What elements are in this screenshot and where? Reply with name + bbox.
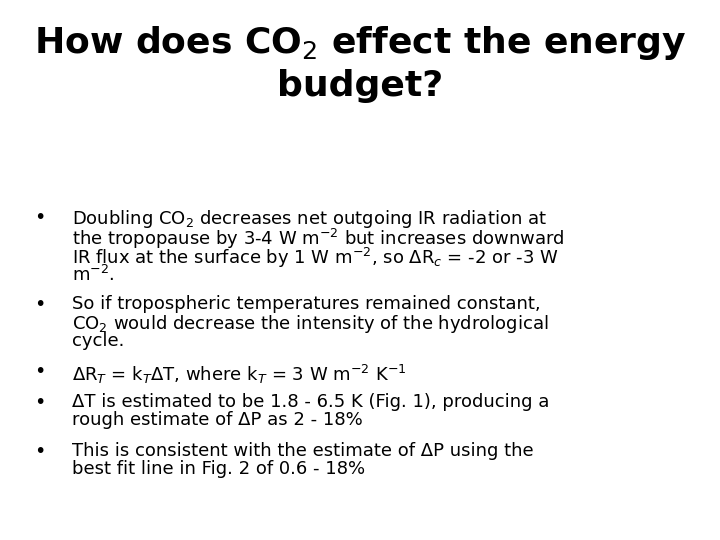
Text: •: •: [34, 295, 45, 314]
Text: So if tropospheric temperatures remained constant,: So if tropospheric temperatures remained…: [72, 295, 541, 313]
Text: the tropopause by 3-4 W m$^{-2}$ but increases downward: the tropopause by 3-4 W m$^{-2}$ but inc…: [72, 227, 564, 251]
Text: •: •: [34, 208, 45, 227]
Text: m$^{-2}$.: m$^{-2}$.: [72, 265, 114, 285]
Text: •: •: [34, 442, 45, 461]
Text: cycle.: cycle.: [72, 332, 125, 350]
Text: rough estimate of ΔP as 2 - 18%: rough estimate of ΔP as 2 - 18%: [72, 411, 363, 429]
Text: This is consistent with the estimate of ΔP using the: This is consistent with the estimate of …: [72, 442, 534, 460]
Text: ΔT is estimated to be 1.8 - 6.5 K (Fig. 1), producing a: ΔT is estimated to be 1.8 - 6.5 K (Fig. …: [72, 393, 549, 410]
Text: best fit line in Fig. 2 of 0.6 - 18%: best fit line in Fig. 2 of 0.6 - 18%: [72, 461, 365, 478]
Text: •: •: [34, 393, 45, 411]
Text: ΔR$_T$ = k$_T$ΔT, where k$_T$ = 3 W m$^{-2}$ K$^{-1}$: ΔR$_T$ = k$_T$ΔT, where k$_T$ = 3 W m$^{…: [72, 362, 407, 386]
Text: •: •: [34, 362, 45, 381]
Text: CO$_2$ would decrease the intensity of the hydrological: CO$_2$ would decrease the intensity of t…: [72, 313, 549, 335]
Text: IR flux at the surface by 1 W m$^{-2}$, so ΔR$_c$ = -2 or -3 W: IR flux at the surface by 1 W m$^{-2}$, …: [72, 246, 559, 269]
Text: How does CO$_2$ effect the energy
budget?: How does CO$_2$ effect the energy budget…: [34, 24, 686, 103]
Text: Doubling CO$_2$ decreases net outgoing IR radiation at: Doubling CO$_2$ decreases net outgoing I…: [72, 208, 547, 230]
